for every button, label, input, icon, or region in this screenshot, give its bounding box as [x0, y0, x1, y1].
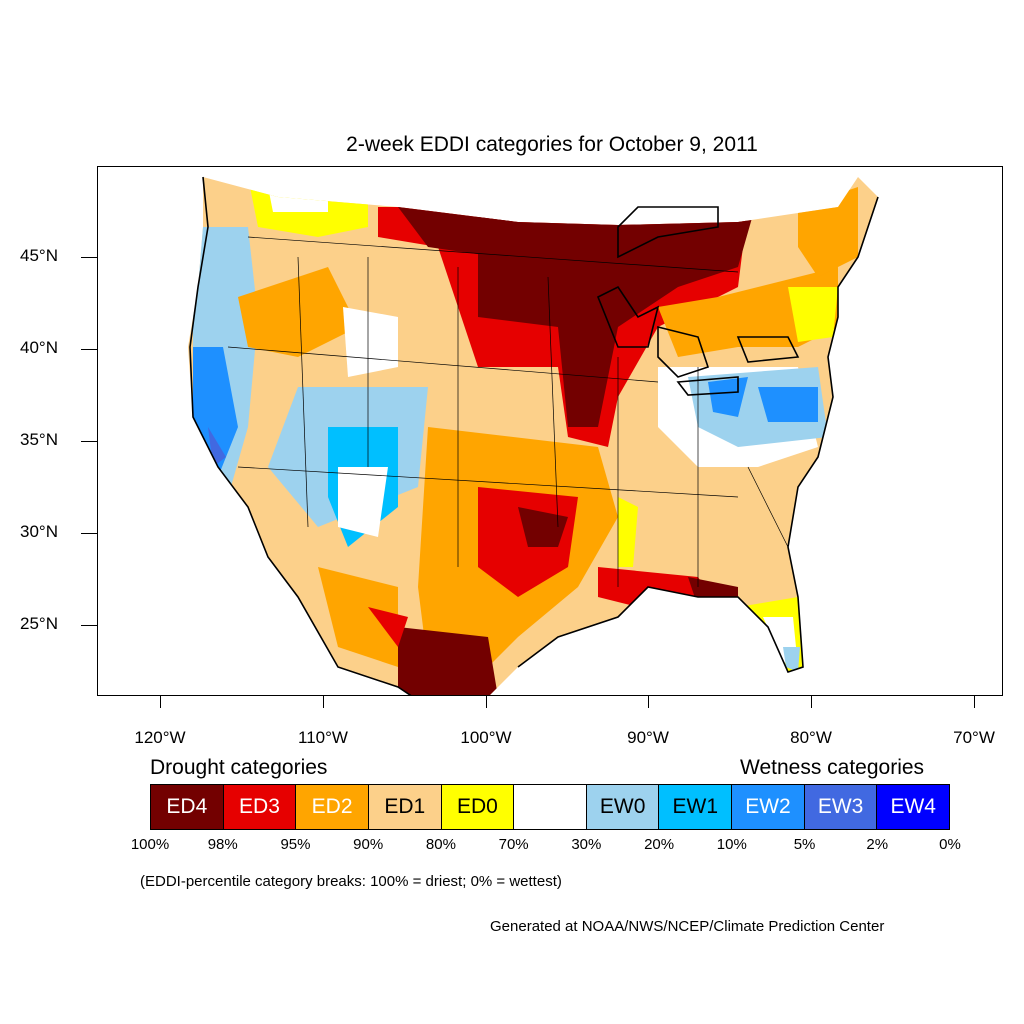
credit-line: Generated at NOAA/NWS/NCEP/Climate Predi… [490, 918, 885, 935]
coastline [189, 176, 879, 695]
legend-swatch: EW1 [659, 785, 733, 829]
legend-swatch: EW2 [732, 785, 805, 829]
category-legend: ED4 ED3 ED2 ED1 ED0 EW0 EW1 EW2 EW3 EW4 [150, 784, 950, 830]
break-label: 90% [353, 836, 384, 853]
lat-tick [81, 257, 97, 258]
lon-tick [974, 696, 975, 708]
legend-swatch: ED0 [441, 785, 515, 829]
break-label: 2% [866, 836, 889, 853]
lon-label: 100°W [460, 728, 512, 747]
break-label: 98% [207, 836, 238, 853]
break-label: 5% [793, 836, 816, 853]
lon-tick [160, 696, 161, 708]
break-label: 0% [939, 836, 961, 853]
legend-swatch: EW4 [877, 785, 950, 829]
legend-swatch: ED3 [223, 785, 297, 829]
legend-swatch: ED4 [151, 785, 224, 829]
legend-swatch: ED1 [368, 785, 442, 829]
lon-label: 70°W [953, 728, 995, 747]
break-label: 20% [644, 836, 675, 853]
lon-tick [323, 696, 324, 708]
lon-tick [648, 696, 649, 708]
break-label: 70% [498, 836, 529, 853]
category-fill [188, 177, 878, 695]
break-label: 95% [280, 836, 311, 853]
lon-tick [811, 696, 812, 708]
eddi-map [188, 176, 879, 695]
lon-label: 120°W [134, 728, 186, 747]
lat-tick [81, 625, 97, 626]
drought-heading: Drought categories [150, 756, 328, 779]
lat-label: 45°N [20, 246, 58, 265]
legend-swatch: EW3 [804, 785, 878, 829]
lon-label: 90°W [627, 728, 669, 747]
lat-label: 25°N [20, 614, 58, 633]
break-label: 10% [716, 836, 747, 853]
break-label: 30% [571, 836, 602, 853]
break-label: 100% [130, 836, 170, 853]
legend-swatch: ED2 [296, 785, 369, 829]
lon-label: 80°W [790, 728, 832, 747]
lon-label: 110°W [298, 728, 348, 747]
lon-tick [486, 696, 487, 708]
lat-tick [81, 533, 97, 534]
break-label: 80% [425, 836, 456, 853]
category-note: (EDDI-percentile category breaks: 100% =… [140, 873, 562, 890]
lat-tick [81, 441, 97, 442]
map-area [97, 166, 1003, 696]
wetness-heading: Wetness categories [740, 756, 925, 779]
legend-swatch: EW0 [586, 785, 660, 829]
legend-swatch [514, 785, 587, 829]
map-title: 2-week EDDI categories for October 9, 20… [346, 133, 758, 156]
lat-tick [81, 349, 97, 350]
lat-label: 35°N [20, 430, 58, 449]
lat-label: 40°N [20, 338, 58, 357]
lat-label: 30°N [20, 522, 58, 541]
state-boundaries [227, 236, 789, 587]
